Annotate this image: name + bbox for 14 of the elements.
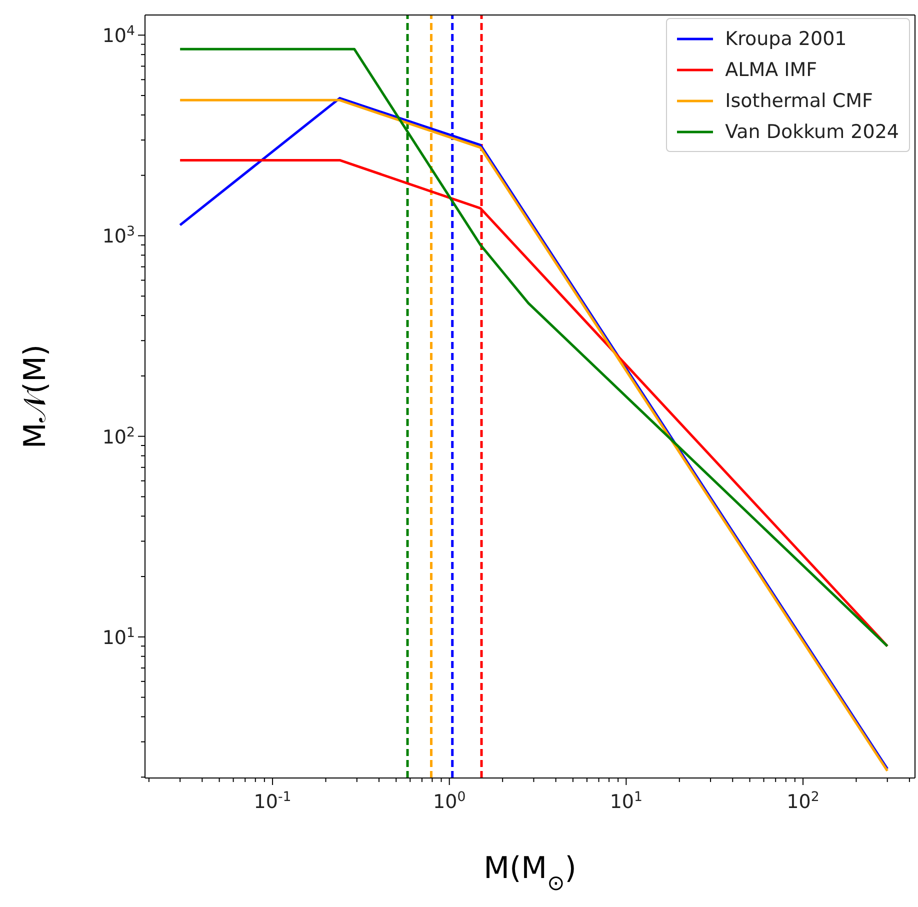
x-tick-label: 10$^{1}$ (610, 790, 642, 813)
y-tick-label: 10$^{3}$ (102, 224, 135, 248)
y-tick-label: 10$^{4}$ (102, 24, 135, 48)
legend-label: Isothermal CMF (725, 90, 873, 112)
legend-label: Van Dokkum 2024 (725, 120, 899, 142)
legend-label: ALMA IMF (725, 58, 818, 80)
y-axis-title: M𝒩(M) (18, 344, 53, 449)
x-tick-label: 10$^{0}$ (433, 790, 466, 813)
x-tick-label: 10$^{-1}$ (254, 790, 292, 813)
x-tick-label: 10$^{2}$ (786, 790, 820, 813)
legend-label: Kroupa 2001 (725, 28, 847, 50)
x-axis-title: M(M$_{⊙}$) (484, 851, 576, 895)
y-tick-label: 10$^{2}$ (102, 424, 135, 448)
y-tick-label: 10$^{1}$ (102, 625, 135, 649)
